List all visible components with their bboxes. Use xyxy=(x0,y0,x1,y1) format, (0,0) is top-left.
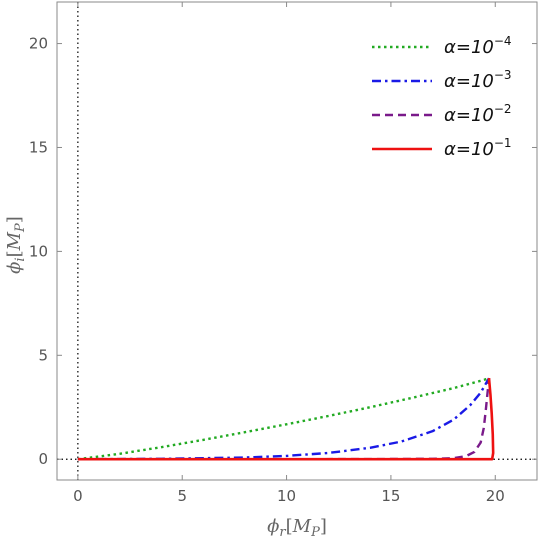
x-tick-label: 20 xyxy=(486,487,505,505)
x-tick-label: 0 xyxy=(73,487,83,505)
plot-frame xyxy=(56,1,538,481)
legend-label-1: α=10−4 xyxy=(444,34,512,58)
series-line-4 xyxy=(77,378,495,461)
legend-label-2: α=10−3 xyxy=(444,68,512,92)
x-tick-label: 10 xyxy=(277,487,296,505)
legend-label-base: α=10 xyxy=(444,139,494,160)
series-line-1 xyxy=(77,377,490,461)
legend-label-exponent: −2 xyxy=(494,102,512,116)
series-line-3 xyxy=(77,378,491,461)
legend-label-exponent: −3 xyxy=(494,68,512,82)
x-tick-label: 15 xyxy=(381,487,400,505)
legend: α=10−4α=10−3α=10−2α=10−1 xyxy=(372,34,512,160)
y-tick-label: 20 xyxy=(29,35,48,53)
y-tick-label: 15 xyxy=(29,138,48,156)
y-tick-label: 10 xyxy=(29,242,48,260)
legend-label-base: α=10 xyxy=(444,37,494,58)
legend-label-4: α=10−1 xyxy=(444,136,512,160)
x-axis-title: ϕr[MP] xyxy=(267,516,327,539)
x-tick-label: 5 xyxy=(177,487,187,505)
legend-label-base: α=10 xyxy=(444,71,494,92)
y-axis-title: ϕi[MP] xyxy=(4,216,28,274)
legend-label-base: α=10 xyxy=(444,105,494,126)
axis-ticks: 0 5 10 15 20 0 5 10 15 20 xyxy=(29,2,537,505)
legend-label-exponent: −4 xyxy=(494,34,512,48)
series-lines xyxy=(77,377,495,461)
series-line-2 xyxy=(77,377,491,461)
legend-label-3: α=10−2 xyxy=(444,102,512,126)
y-tick-label: 5 xyxy=(38,346,48,364)
y-tick-label: 0 xyxy=(38,450,48,468)
legend-label-exponent: −1 xyxy=(494,136,512,150)
